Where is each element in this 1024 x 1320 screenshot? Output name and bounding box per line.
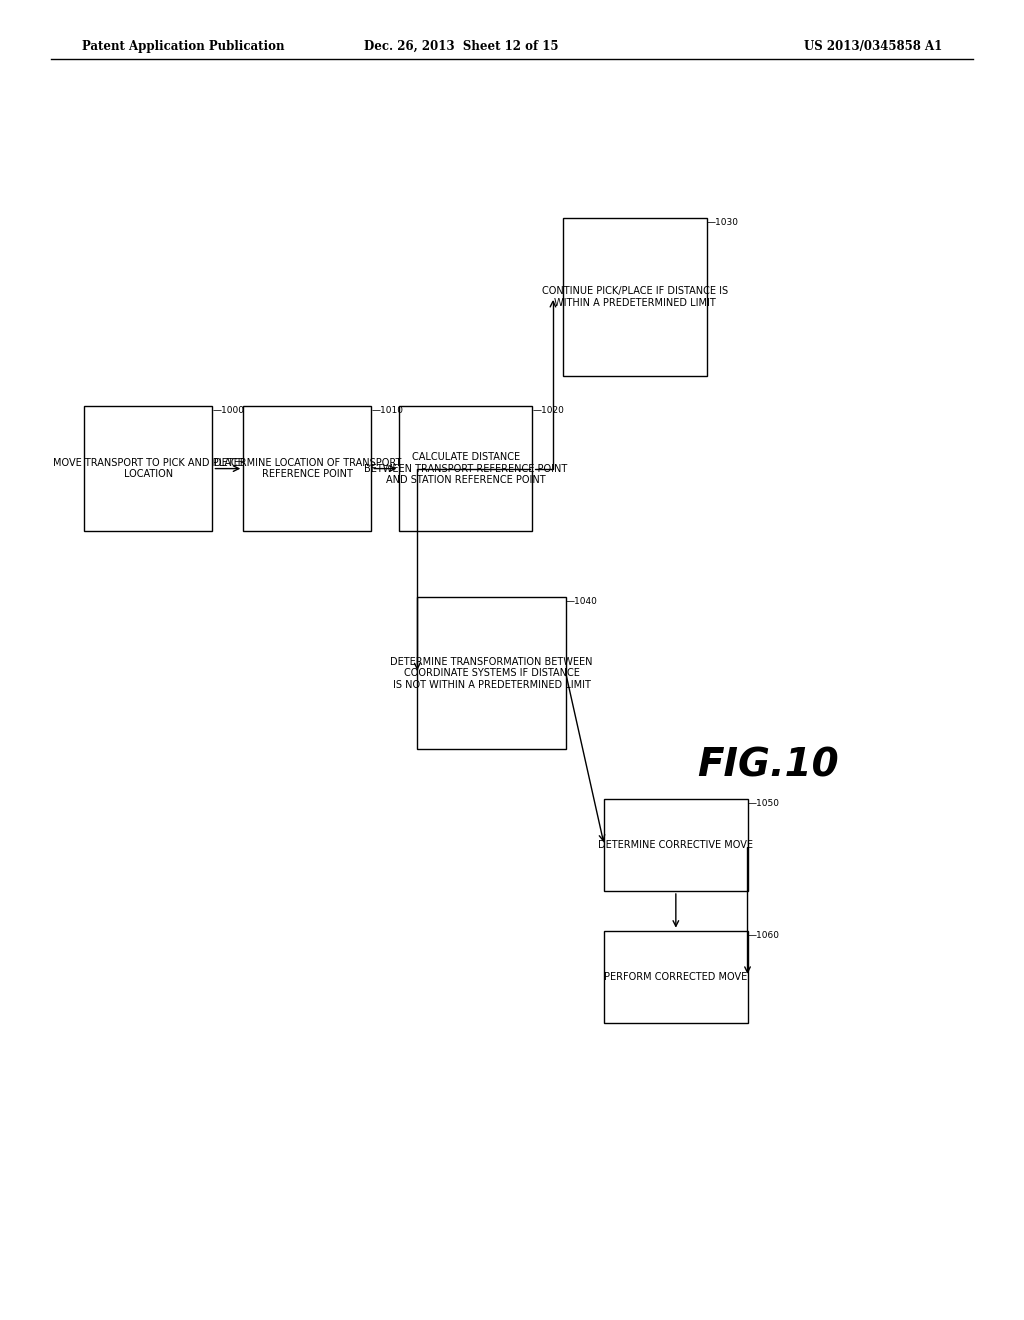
Text: MOVE TRANSPORT TO PICK AND PLACE
LOCATION: MOVE TRANSPORT TO PICK AND PLACE LOCATIO…: [53, 458, 244, 479]
FancyBboxPatch shape: [604, 931, 748, 1023]
Text: —1020: —1020: [532, 407, 564, 414]
Text: —1060: —1060: [748, 931, 779, 940]
FancyBboxPatch shape: [244, 407, 371, 531]
FancyBboxPatch shape: [399, 407, 532, 531]
FancyBboxPatch shape: [84, 407, 213, 531]
Text: DETERMINE LOCATION OF TRANSPORT
REFERENCE POINT: DETERMINE LOCATION OF TRANSPORT REFERENC…: [214, 458, 400, 479]
FancyBboxPatch shape: [418, 597, 565, 750]
Text: —1000: —1000: [213, 407, 245, 414]
Text: PERFORM CORRECTED MOVE: PERFORM CORRECTED MOVE: [604, 972, 748, 982]
Text: —1050: —1050: [748, 799, 779, 808]
Text: —1010: —1010: [371, 407, 403, 414]
Text: CONTINUE PICK/PLACE IF DISTANCE IS
WITHIN A PREDETERMINED LIMIT: CONTINUE PICK/PLACE IF DISTANCE IS WITHI…: [542, 286, 728, 308]
Text: CALCULATE DISTANCE
BETWEEN TRANSPORT REFERENCE POINT
AND STATION REFERENCE POINT: CALCULATE DISTANCE BETWEEN TRANSPORT REF…: [365, 451, 567, 486]
Text: FIG.10: FIG.10: [697, 747, 839, 784]
Text: DETERMINE CORRECTIVE MOVE: DETERMINE CORRECTIVE MOVE: [598, 840, 754, 850]
Text: —1040: —1040: [565, 597, 598, 606]
FancyBboxPatch shape: [563, 218, 707, 376]
Text: Dec. 26, 2013  Sheet 12 of 15: Dec. 26, 2013 Sheet 12 of 15: [364, 40, 558, 53]
Text: Patent Application Publication: Patent Application Publication: [82, 40, 285, 53]
FancyBboxPatch shape: [604, 799, 748, 891]
Text: DETERMINE TRANSFORMATION BETWEEN
COORDINATE SYSTEMS IF DISTANCE
IS NOT WITHIN A : DETERMINE TRANSFORMATION BETWEEN COORDIN…: [390, 656, 593, 690]
Text: —1030: —1030: [707, 218, 738, 227]
Text: US 2013/0345858 A1: US 2013/0345858 A1: [804, 40, 942, 53]
